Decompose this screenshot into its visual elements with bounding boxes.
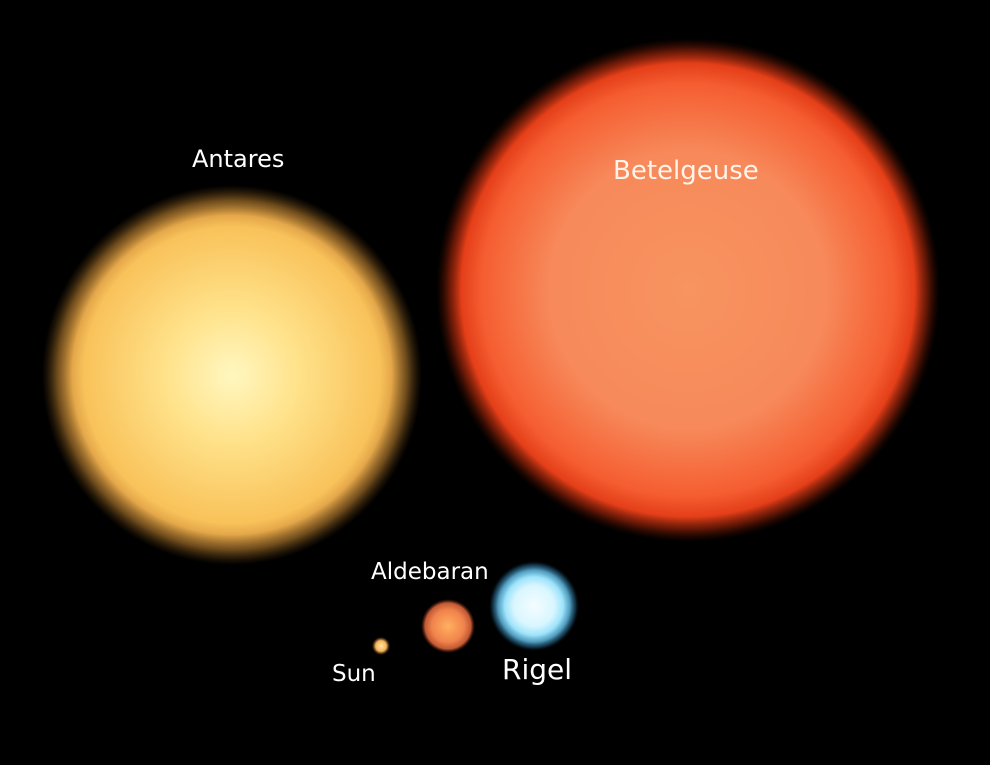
- sun-disc: [372, 637, 390, 655]
- aldebaran-label: Aldebaran: [371, 559, 489, 585]
- betelgeuse-label: Betelgeuse: [613, 156, 759, 186]
- antares-label: Antares: [192, 145, 285, 173]
- rigel-disc: [489, 561, 579, 651]
- sun-label: Sun: [332, 661, 376, 687]
- antares-disc: [42, 185, 422, 565]
- rigel-label: Rigel: [502, 653, 573, 686]
- betelgeuse-disc: [436, 38, 940, 542]
- aldebaran-disc: [421, 599, 475, 653]
